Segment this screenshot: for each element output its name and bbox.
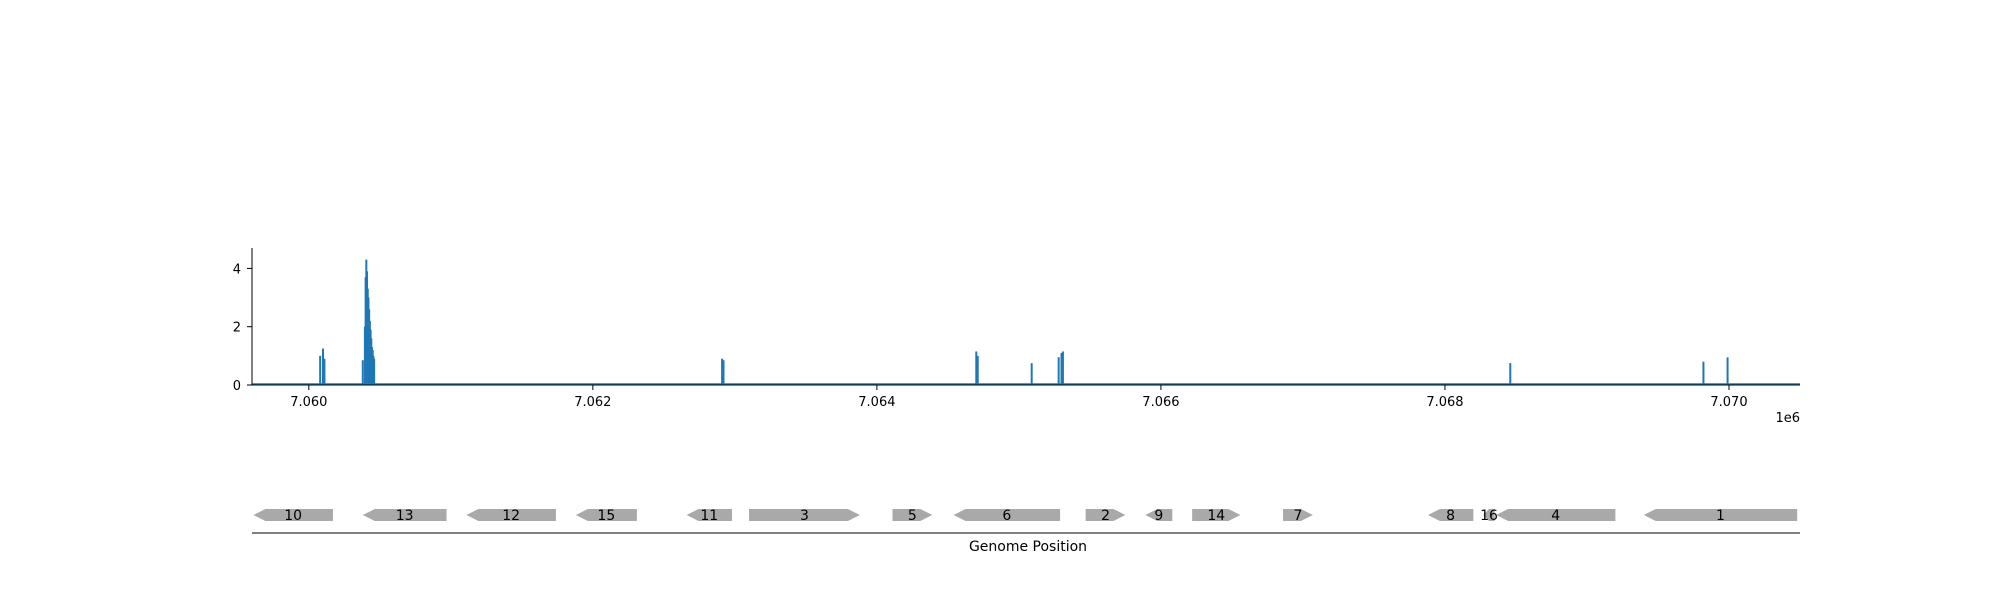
coverage-peaks (319, 259, 1729, 385)
gene-label: 7 (1294, 508, 1303, 524)
x-tick-label: 7.064 (858, 395, 895, 410)
x-tick-label: 7.068 (1426, 395, 1463, 410)
y-tick-label: 2 (233, 321, 241, 336)
genome-position-label: Genome Position (969, 539, 1087, 555)
gene-label: 13 (396, 508, 414, 524)
gene-label: 12 (502, 508, 520, 524)
gene-arrow (1283, 509, 1313, 521)
gene-arrow (253, 509, 333, 521)
gene-arrow (892, 509, 933, 521)
gene-label: 1 (1716, 508, 1725, 524)
gene-arrow (362, 509, 447, 521)
gene-label: 11 (700, 508, 718, 524)
gene-label: 6 (1002, 508, 1011, 524)
gene-label: 2 (1101, 508, 1110, 524)
gene-arrow (1483, 509, 1495, 521)
coverage-plot: 7.060 7.062 7.064 7.066 7.068 7.070 0 2 4 1e6 (233, 248, 1800, 426)
x-tick-label: 7.062 (574, 395, 611, 410)
x-axis-ticks: 7.060 7.062 7.064 7.066 7.068 7.070 (290, 385, 1748, 410)
gene-arrow (1085, 509, 1126, 521)
gene-label: 8 (1446, 508, 1455, 524)
x-tick-label: 7.066 (1142, 395, 1179, 410)
gene-arrow (1192, 509, 1241, 521)
gene-label: 5 (908, 508, 917, 524)
x-tick-label: 7.060 (290, 395, 327, 410)
gene-arrow (466, 509, 556, 521)
x-tick-label: 7.070 (1710, 395, 1747, 410)
gene-label: 16 (1480, 508, 1498, 524)
gene-arrow (575, 509, 637, 521)
x-axis-offset-label: 1e6 (1775, 411, 1800, 426)
gene-arrow (1496, 509, 1616, 521)
gene-label: 10 (284, 508, 302, 524)
gene-arrow (749, 509, 860, 521)
gene-label: 3 (800, 508, 809, 524)
gene-label: 14 (1207, 508, 1225, 524)
y-tick-label: 0 (233, 379, 241, 394)
gene-arrows: 10 13 12 15 11 3 5 6 2 9 14 7 8 16 4 1 (253, 508, 1798, 524)
y-tick-label: 4 (233, 262, 241, 277)
gene-track: 10 13 12 15 11 3 5 6 2 9 14 7 8 16 4 1 Genome Position (252, 508, 1800, 555)
gene-label: 4 (1551, 508, 1560, 524)
gene-label: 15 (597, 508, 615, 524)
gene-arrow (1643, 509, 1798, 521)
gene-label: 9 (1154, 508, 1163, 524)
gene-arrow (1145, 509, 1173, 521)
gene-arrow (953, 509, 1061, 521)
y-axis-ticks: 0 2 4 (233, 262, 252, 394)
gene-arrow (686, 509, 733, 521)
gene-arrow (1427, 509, 1474, 521)
